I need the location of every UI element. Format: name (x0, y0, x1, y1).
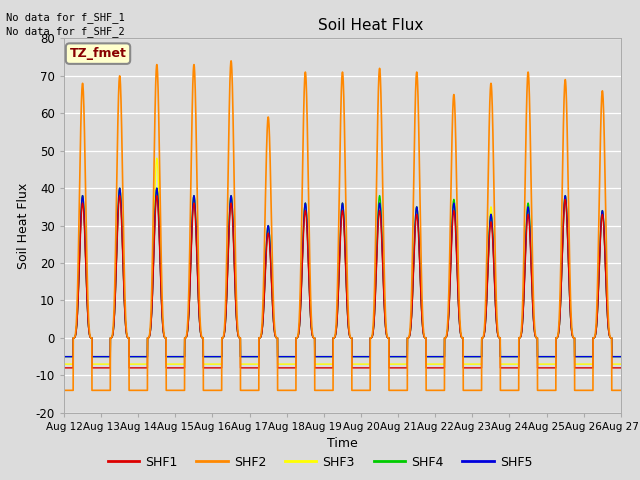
SHF4 (161, 334, 168, 339)
SHF3 (436, 361, 444, 367)
SHF2 (60, 387, 68, 393)
SHF2 (436, 387, 444, 393)
SHF1 (436, 365, 444, 371)
SHF2 (499, 387, 507, 393)
SHF1 (116, 193, 124, 199)
SHF2 (227, 58, 235, 64)
SHF1 (161, 334, 168, 339)
SHF4 (322, 354, 330, 360)
SHF2 (617, 387, 625, 393)
SHF5 (617, 354, 625, 360)
Line: SHF4: SHF4 (64, 188, 621, 357)
SHF1 (616, 365, 624, 371)
SHF3 (616, 361, 624, 367)
Text: TZ_fmet: TZ_fmet (70, 47, 127, 60)
SHF5 (616, 354, 624, 360)
SHF4 (467, 354, 475, 360)
SHF4 (60, 354, 68, 360)
SHF5 (161, 334, 168, 339)
SHF4 (499, 354, 507, 360)
SHF5 (116, 185, 124, 191)
Legend: SHF1, SHF2, SHF3, SHF4, SHF5: SHF1, SHF2, SHF3, SHF4, SHF5 (103, 451, 537, 474)
Text: No data for f_SHF_2: No data for f_SHF_2 (6, 26, 125, 37)
Y-axis label: Soil Heat Flux: Soil Heat Flux (17, 182, 30, 269)
X-axis label: Time: Time (327, 437, 358, 450)
SHF5 (322, 354, 330, 360)
SHF3 (467, 361, 475, 367)
Line: SHF1: SHF1 (64, 196, 621, 368)
SHF3 (60, 361, 68, 367)
SHF2 (322, 387, 330, 393)
Line: SHF5: SHF5 (64, 188, 621, 357)
SHF2 (616, 387, 624, 393)
SHF3 (499, 361, 507, 367)
SHF3 (322, 361, 330, 367)
SHF4 (617, 354, 625, 360)
SHF4 (116, 185, 124, 191)
SHF1 (322, 365, 330, 371)
SHF5 (499, 354, 507, 360)
SHF4 (616, 354, 624, 360)
SHF2 (467, 387, 475, 393)
SHF5 (467, 354, 475, 360)
SHF1 (499, 365, 507, 371)
SHF1 (617, 365, 625, 371)
Text: No data for f_SHF_1: No data for f_SHF_1 (6, 12, 125, 23)
SHF3 (153, 156, 161, 161)
Line: SHF2: SHF2 (64, 61, 621, 390)
SHF5 (436, 354, 444, 360)
SHF1 (60, 365, 68, 371)
SHF5 (60, 354, 68, 360)
SHF1 (467, 365, 475, 371)
SHF3 (161, 333, 168, 339)
Title: Soil Heat Flux: Soil Heat Flux (317, 18, 423, 33)
Line: SHF3: SHF3 (64, 158, 621, 364)
SHF2 (160, 331, 168, 337)
SHF3 (617, 361, 625, 367)
SHF4 (436, 354, 444, 360)
